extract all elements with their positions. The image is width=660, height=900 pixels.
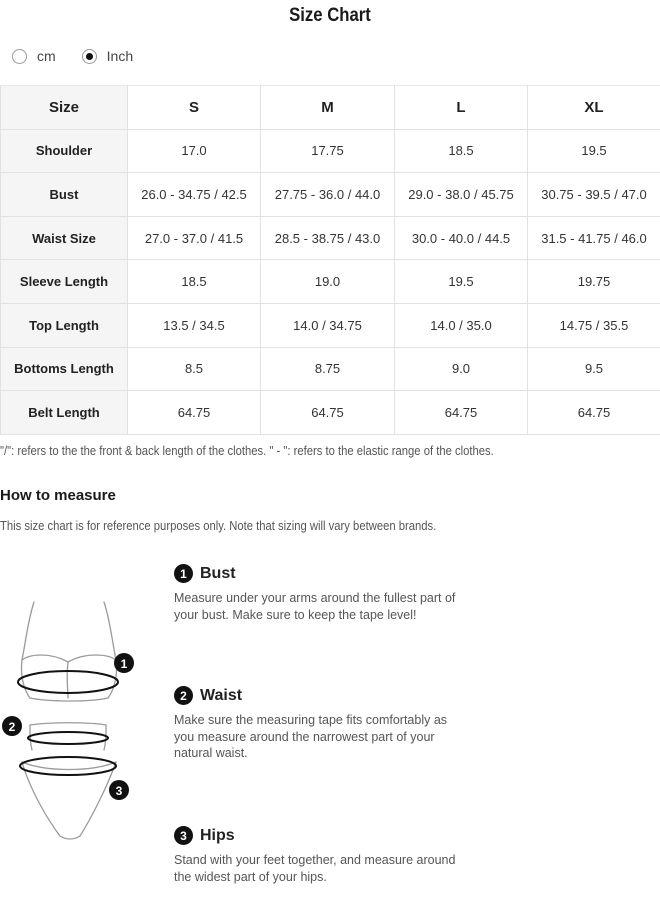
table-cell: 29.0 - 38.0 / 45.75 xyxy=(394,172,528,217)
row-label: Bust xyxy=(0,172,128,217)
row-label: Sleeve Length xyxy=(0,259,128,304)
table-cell: 64.75 xyxy=(260,390,395,435)
row-label: Waist Size xyxy=(0,215,128,261)
table-cell: 19.0 xyxy=(260,259,395,304)
step-title: Bust xyxy=(200,564,236,582)
size-table: Size S M L XL Shoulder 17.0 17.75 18.5 1… xyxy=(0,85,660,435)
table-cell: 19.5 xyxy=(394,259,528,304)
row-label: Bottoms Length xyxy=(0,346,128,392)
marker-2-label: 2 xyxy=(9,720,16,734)
step-title: Waist xyxy=(200,686,243,704)
table-row: Waist Size 27.0 - 37.0 / 41.5 28.5 - 38.… xyxy=(0,215,660,261)
marker-1-label: 1 xyxy=(121,657,128,671)
table-cell: 19.5 xyxy=(527,128,660,174)
header-size: Size xyxy=(0,85,128,130)
table-header-row: Size S M L XL xyxy=(0,85,660,130)
unit-label-inch: Inch xyxy=(106,48,134,64)
radio-cm[interactable] xyxy=(12,48,27,64)
row-label: Top Length xyxy=(0,302,128,348)
row-label: Shoulder xyxy=(0,128,128,174)
marker-1-icon xyxy=(114,653,134,673)
table-cell: 27.75 - 36.0 / 44.0 xyxy=(260,172,395,217)
step-number-icon: 1 xyxy=(174,564,193,583)
marker-3-icon xyxy=(109,780,129,800)
table-cell: 30.75 - 39.5 / 47.0 xyxy=(527,172,660,217)
step-description: Make sure the measuring tape fits comfor… xyxy=(174,713,448,760)
marker-3-label: 3 xyxy=(116,784,123,798)
table-row: Belt Length 64.75 64.75 64.75 64.75 xyxy=(0,390,660,435)
radio-inch[interactable] xyxy=(81,48,97,64)
table-footnote: "/": refers to the the front & back leng… xyxy=(0,444,494,458)
step-waist: 2 Waist Make sure the measuring tape fit… xyxy=(174,686,474,762)
table-cell: 18.5 xyxy=(127,259,261,304)
table-cell: 17.75 xyxy=(260,128,395,174)
table-cell: 14.0 / 34.75 xyxy=(260,302,395,348)
table-cell: 9.5 xyxy=(527,346,660,392)
body-measurement-illustration: 1 2 3 xyxy=(2,601,134,840)
row-label: Belt Length xyxy=(0,390,128,435)
header-xl: XL xyxy=(527,85,660,130)
table-cell: 14.0 / 35.0 xyxy=(394,302,528,348)
table-cell: 26.0 - 34.75 / 42.5 xyxy=(127,172,261,217)
table-cell: 13.5 / 34.5 xyxy=(127,302,261,348)
table-cell: 30.0 - 40.0 / 44.5 xyxy=(394,215,528,261)
how-to-measure-heading: How to measure xyxy=(0,487,116,504)
header-s: S xyxy=(127,85,261,130)
table-row: Bottoms Length 8.5 8.75 9.0 9.5 xyxy=(0,346,660,392)
unit-option-cm[interactable]: cm xyxy=(12,48,56,64)
table-row: Shoulder 17.0 17.75 18.5 19.5 xyxy=(0,128,660,174)
header-m: M xyxy=(260,85,395,130)
table-cell: 8.75 xyxy=(260,346,395,392)
step-description: Measure under your arms around the fulle… xyxy=(174,591,456,622)
step-hips: 3 Hips Stand with your feet together, an… xyxy=(174,826,474,885)
table-cell: 8.5 xyxy=(127,346,261,392)
table-cell: 64.75 xyxy=(127,390,261,435)
table-cell: 18.5 xyxy=(394,128,528,174)
table-cell: 64.75 xyxy=(394,390,528,435)
step-number-icon: 3 xyxy=(174,826,193,845)
table-cell: 31.5 - 41.75 / 46.0 xyxy=(527,215,660,261)
header-l: L xyxy=(394,85,528,130)
step-title: Hips xyxy=(200,826,235,844)
marker-2-icon xyxy=(2,716,22,736)
table-cell: 28.5 - 38.75 / 43.0 xyxy=(260,215,395,261)
unit-option-inch[interactable]: Inch xyxy=(81,48,134,64)
table-cell: 9.0 xyxy=(394,346,528,392)
table-cell: 19.75 xyxy=(527,259,660,304)
table-row: Top Length 13.5 / 34.5 14.0 / 34.75 14.0… xyxy=(0,302,660,348)
table-cell: 17.0 xyxy=(127,128,261,174)
table-row: Bust 26.0 - 34.75 / 42.5 27.75 - 36.0 / … xyxy=(0,172,660,217)
page-title: Size Chart xyxy=(289,5,371,26)
how-to-measure-disclaimer: This size chart is for reference purpose… xyxy=(0,519,437,533)
table-cell: 64.75 xyxy=(527,390,660,435)
unit-label-cm: cm xyxy=(37,48,56,64)
table-cell: 14.75 / 35.5 xyxy=(527,302,660,348)
table-row: Sleeve Length 18.5 19.0 19.5 19.75 xyxy=(0,259,660,304)
step-bust: 1 Bust Measure under your arms around th… xyxy=(174,564,474,623)
step-number-icon: 2 xyxy=(174,686,193,705)
step-description: Stand with your feet together, and measu… xyxy=(174,853,456,884)
table-cell: 27.0 - 37.0 / 41.5 xyxy=(127,215,261,261)
unit-selector: cm Inch xyxy=(12,48,159,64)
